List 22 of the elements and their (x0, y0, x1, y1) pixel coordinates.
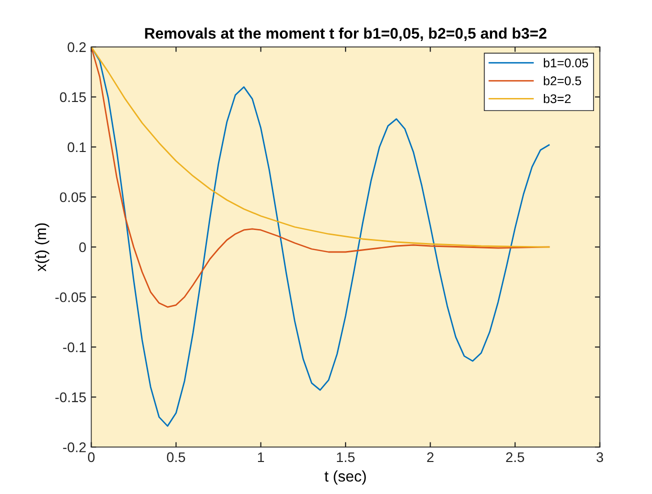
x-tick-label: 3 (596, 452, 604, 462)
y-tick-label: 0.15 (60, 92, 86, 102)
y-axis-title: x(t) (m) (34, 223, 50, 272)
y-tick-label: 0.2 (68, 42, 86, 52)
x-tick-label: 0.5 (166, 452, 186, 462)
y-tick-label: -0.2 (63, 442, 86, 452)
x-tick-label: 2.5 (506, 452, 524, 462)
y-tick-label: -0.1 (63, 342, 86, 352)
legend-label: b3=2 (544, 94, 571, 104)
x-tick-label: 1.5 (336, 452, 355, 462)
x-tick-label: 2 (427, 452, 434, 462)
x-tick-label: 0 (88, 452, 95, 462)
x-tick-label: 1 (258, 452, 264, 462)
y-tick-label: 0.1 (68, 142, 86, 152)
x-axis-title: t (sec) (324, 470, 366, 485)
y-tick-label: -0.15 (55, 392, 86, 402)
y-tick-label: -0.05 (55, 292, 86, 302)
legend-label: b1=0.05 (544, 58, 588, 68)
y-tick-label: 0 (79, 242, 86, 252)
chart-title: Removals at the moment t for b1=0,05, b2=0,5 and b3=2 (145, 28, 546, 41)
y-tick-label: 0.05 (60, 192, 86, 202)
legend-label: b2=0.5 (544, 76, 582, 86)
